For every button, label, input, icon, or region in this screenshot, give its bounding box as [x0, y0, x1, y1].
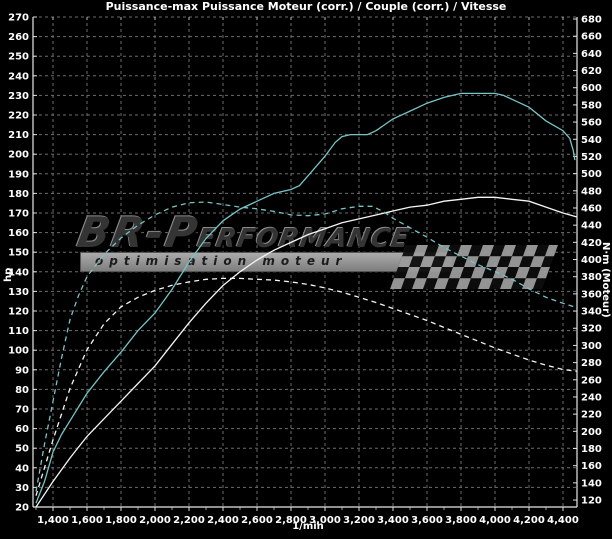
y-right-tick-label: 200	[581, 427, 602, 438]
curve-nm-dashed-white	[35, 277, 577, 496]
y-right-tick-label: 680	[581, 15, 602, 26]
y-left-tick-label: 200	[8, 150, 29, 161]
y-right-tick-label: 620	[581, 66, 602, 77]
x-tick-label: 4,200	[513, 515, 545, 526]
x-tick-label: 1,400	[37, 515, 69, 526]
y-right-tick-label: 240	[581, 392, 602, 403]
x-tick-label: 3,200	[343, 515, 375, 526]
y-left-tick-label: 40	[15, 463, 29, 474]
y-left-tick-label: 150	[8, 248, 29, 259]
y-right-tick-label: 300	[581, 341, 602, 352]
y-left-tick-label: 220	[8, 111, 29, 122]
x-tick-label: 4,000	[479, 515, 511, 526]
y-left-tick-label: 240	[8, 71, 29, 82]
y-right-tick-label: 260	[581, 375, 602, 386]
x-tick-label: 2,200	[173, 515, 205, 526]
y-right-tick-label: 360	[581, 289, 602, 300]
y-right-tick-label: 580	[581, 100, 602, 111]
x-tick-label: 2,600	[241, 515, 273, 526]
y-right-tick-label: 280	[581, 358, 602, 369]
y-right-tick-label: 120	[581, 496, 602, 507]
y-right-tick-label: 480	[581, 186, 602, 197]
x-tick-label: 3,000	[309, 515, 341, 526]
x-tick-label: 2,800	[275, 515, 307, 526]
y-left-tick-label: 110	[8, 326, 29, 337]
y-left-tick-label: 90	[15, 365, 29, 376]
y-left-tick-label: 80	[15, 385, 29, 396]
y-left-tick-label: 210	[8, 130, 29, 141]
y-right-tick-label: 460	[581, 203, 602, 214]
watermark-tagline: optimisation moteur	[80, 252, 452, 272]
y-right-tick-label: 380	[581, 272, 602, 283]
y-left-tick-label: 20	[15, 503, 29, 514]
y-left-tick-label: 60	[15, 424, 29, 435]
curve-hp-solid-white	[35, 196, 577, 508]
y-right-tick-label: 320	[581, 324, 602, 335]
y-right-tick-label: 660	[581, 32, 602, 43]
y-left-tick-label: 100	[8, 346, 29, 357]
y-left-tick-label: 70	[15, 405, 29, 416]
y-right-tick-label: 400	[581, 255, 602, 266]
y-right-tick-label: 500	[581, 169, 602, 180]
x-tick-label: 3,800	[445, 515, 477, 526]
y-left-tick-label: 260	[8, 32, 29, 43]
y-right-tick-label: 140	[581, 478, 602, 489]
chart-title: Puissance-max Puissance Moteur (corr.) /…	[105, 0, 507, 13]
y-right-tick-label: 640	[581, 49, 602, 60]
y-left-tick-label: 190	[8, 169, 29, 180]
y-right-tick-label: 160	[581, 461, 602, 472]
curve-nm-dashed-cyan	[35, 201, 577, 492]
y-left-tick-label: 230	[8, 91, 29, 102]
tick-labels: 1,400 1,600 1,800 2,000 2,200 2,400 2,600 2,800…	[8, 13, 602, 527]
y-right-tick-label: 600	[581, 83, 602, 94]
y-right-tick-label: 220	[581, 410, 602, 421]
y-right-tick-label: 440	[581, 221, 602, 232]
x-tick-label: 2,400	[207, 515, 239, 526]
y-left-tick-label: 250	[8, 52, 29, 63]
y-right-tick-label: 540	[581, 135, 602, 146]
y-left-tick-label: 50	[15, 444, 29, 455]
y-right-tick-label: 420	[581, 238, 602, 249]
y-left-tick-label: 30	[15, 483, 29, 494]
x-tick-label: 1,600	[71, 515, 103, 526]
x-tick-label: 4,400	[547, 515, 579, 526]
y-left-tick-label: 170	[8, 209, 29, 220]
x-tick-label: 2,000	[139, 515, 171, 526]
curve-hp-solid-cyan	[35, 92, 576, 504]
y-left-tick-label: 160	[8, 228, 29, 239]
y-right-tick-label: 520	[581, 152, 602, 163]
x-tick-label: 3,400	[377, 515, 409, 526]
y-left-tick-label: 120	[8, 307, 29, 318]
y-right-tick-label: 180	[581, 444, 602, 455]
gridlines	[33, 16, 577, 507]
x-tick-label: 3,600	[411, 515, 443, 526]
y-left-tick-label: 180	[8, 189, 29, 200]
x-tick-label: 1,800	[105, 515, 137, 526]
x-axis-title: 1/min	[292, 521, 324, 532]
axes	[32, 16, 578, 511]
y-left-tick-label: 130	[8, 287, 29, 298]
watermark: BR-PERFORMANCE optimisation moteur	[74, 208, 559, 289]
y-right-tick-label: 340	[581, 307, 602, 318]
y-right-tick-label: 560	[581, 118, 602, 129]
y-left-tick-label: 140	[8, 267, 29, 278]
y-left-tick-label: 270	[8, 13, 29, 24]
